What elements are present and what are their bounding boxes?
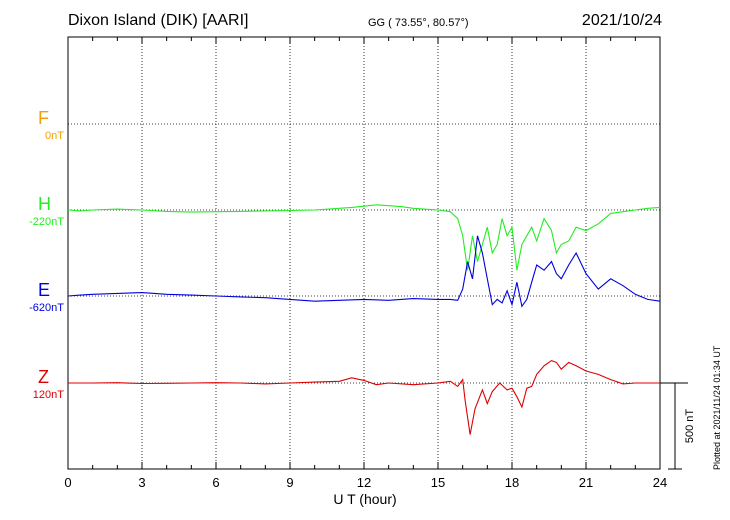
trace-e	[67, 235, 661, 308]
x-tick-label: 15	[431, 475, 445, 490]
offset-label-f: 0nT	[45, 130, 64, 142]
component-label-z: Z	[38, 367, 49, 387]
x-tick-label: 9	[286, 475, 293, 490]
chart-date: 2021/10/24	[581, 12, 662, 29]
chart-title: Dixon Island (DIK) [AARI]	[68, 12, 249, 29]
scale-bar-label: 500 nT	[684, 409, 696, 444]
offset-label-z: 120nT	[32, 389, 64, 401]
x-tick-label: 3	[138, 475, 145, 490]
x-axis-label: U T (hour)	[333, 491, 396, 507]
x-tick-label: 21	[579, 475, 593, 490]
x-tick-label: 24	[653, 475, 667, 490]
offset-label-h: -220nT	[29, 216, 64, 228]
plotted-timestamp: Plotted at 2021/11/24 01:34 UT	[712, 345, 722, 470]
trace-z	[68, 359, 660, 435]
offset-label-e: -620nT	[29, 302, 64, 314]
component-label-e: E	[38, 280, 51, 300]
component-label-f: F	[38, 108, 49, 128]
x-tick-label: 0	[64, 475, 71, 490]
station-coordinates: GG ( 73.55°, 80.57°)	[368, 17, 469, 29]
component-label-h: H	[38, 194, 51, 214]
x-tick-label: 12	[357, 475, 371, 490]
x-tick-label: 18	[505, 475, 519, 490]
trace-h	[67, 204, 661, 271]
x-tick-label: 6	[212, 475, 219, 490]
